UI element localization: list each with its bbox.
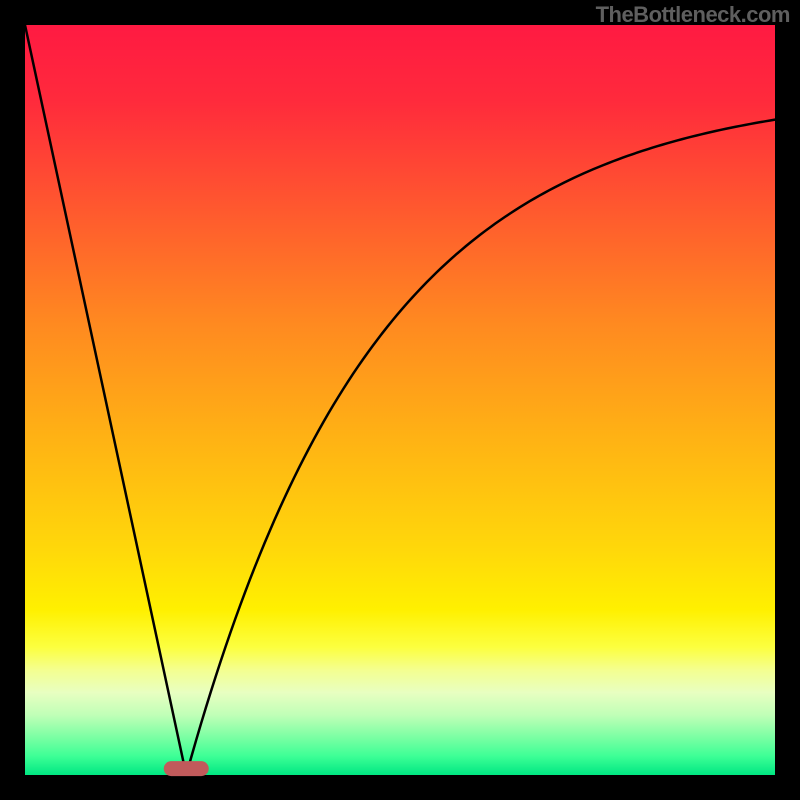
bottleneck-chart-svg	[0, 0, 800, 800]
watermark-text: TheBottleneck.com	[596, 2, 790, 28]
chart-root: TheBottleneck.com	[0, 0, 800, 800]
plot-area	[25, 25, 775, 775]
minimum-marker	[164, 761, 209, 776]
